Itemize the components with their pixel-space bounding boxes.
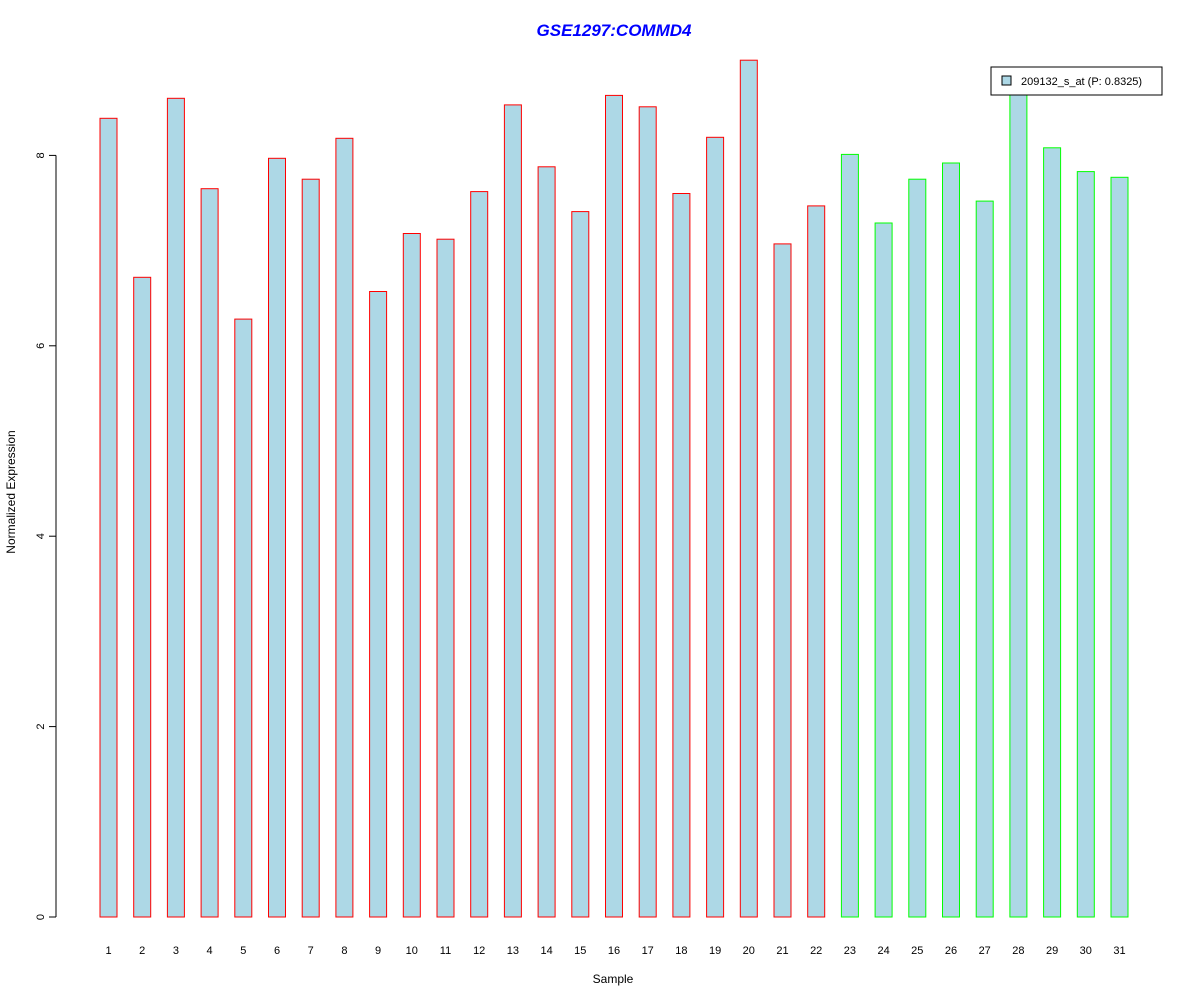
x-tick-label: 30 [1080, 945, 1092, 957]
y-tick-label: 2 [35, 724, 47, 730]
y-axis: 0 2 4 6 8 [35, 152, 57, 920]
x-tick-label: 7 [308, 945, 314, 957]
x-tick-label: 1 [105, 945, 111, 957]
x-tick-label: 4 [207, 945, 213, 957]
bar-sample-28 [1009, 93, 1028, 918]
chart-title: GSE1297:COMMD4 [537, 21, 692, 40]
x-tick-label: 18 [675, 945, 687, 957]
bar-sample-25 [908, 178, 927, 918]
bar-sample-20 [739, 59, 758, 918]
bar-sample-22 [807, 205, 826, 918]
x-tick-label: 14 [540, 945, 552, 957]
bar-sample-2 [133, 276, 152, 918]
x-axis-label: Sample [593, 972, 634, 986]
bar-sample-4 [200, 188, 219, 918]
x-tick-label: 9 [375, 945, 381, 957]
legend-box [990, 66, 1163, 96]
bar-sample-31 [1110, 176, 1129, 918]
legend: 209132_s_at (P: 0.8325) [990, 66, 1163, 96]
x-tick-label: 27 [979, 945, 991, 957]
x-tick-label: 6 [274, 945, 280, 957]
x-tick-labels: 1 2 3 4 5 6 7 8 9 10 11 12 13 14 15 16 17 18 19 20 21 22 23 24 2… [105, 945, 1125, 957]
bar-sample-30 [1076, 171, 1095, 918]
bar-sample-15 [571, 211, 590, 918]
bar-sample-29 [1043, 147, 1062, 918]
bar-sample-23 [840, 153, 859, 918]
bar-sample-6 [268, 157, 286, 918]
bar-sample-19 [706, 136, 725, 918]
x-tick-label: 25 [911, 945, 923, 957]
x-tick-label: 24 [877, 945, 889, 957]
x-tick-label: 19 [709, 945, 721, 957]
legend-swatch [1001, 75, 1012, 86]
bar-sample-11 [436, 238, 455, 918]
bar-sample-5 [234, 318, 253, 918]
x-tick-label: 20 [743, 945, 755, 957]
y-tick-label: 4 [35, 533, 47, 539]
bar-sample-1 [99, 117, 118, 918]
x-tick-label: 2 [139, 945, 145, 957]
x-tick-label: 16 [608, 945, 620, 957]
x-tick-label: 29 [1046, 945, 1058, 957]
bar-sample-7 [301, 178, 320, 918]
legend-label: 209132_s_at (P: 0.8325) [1021, 76, 1142, 88]
bar-sample-14 [537, 166, 556, 918]
bar-sample-17 [638, 106, 657, 918]
x-tick-label: 3 [173, 945, 179, 957]
y-tick-label: 6 [35, 343, 47, 349]
bar-sample-24 [874, 222, 893, 918]
x-tick-label: 21 [776, 945, 788, 957]
y-axis-label: Normalized Expression [4, 430, 18, 553]
x-tick-label: 13 [507, 945, 519, 957]
x-tick-label: 31 [1113, 945, 1125, 957]
bar-sample-18 [672, 193, 691, 918]
bar-sample-12 [470, 191, 489, 918]
bar-sample-10 [402, 233, 421, 918]
y-tick-label: 8 [35, 152, 47, 158]
bars-group [99, 59, 1129, 918]
x-tick-label: 8 [341, 945, 347, 957]
x-tick-label: 12 [473, 945, 485, 957]
x-tick-label: 10 [406, 945, 418, 957]
bar-sample-9 [369, 291, 388, 918]
bar-sample-16 [605, 94, 623, 918]
x-tick-label: 26 [945, 945, 957, 957]
x-tick-label: 5 [240, 945, 246, 957]
x-tick-label: 17 [642, 945, 654, 957]
x-tick-label: 11 [440, 945, 451, 957]
bar-sample-21 [773, 243, 792, 918]
x-tick-label: 28 [1012, 945, 1024, 957]
bar-sample-27 [975, 200, 994, 918]
x-tick-label: 22 [810, 945, 822, 957]
x-tick-label: 15 [574, 945, 586, 957]
x-tick-label: 23 [844, 945, 856, 957]
bar-sample-8 [335, 137, 354, 918]
bar-sample-26 [942, 162, 960, 918]
bar-sample-3 [166, 97, 185, 918]
y-tick-label: 0 [35, 914, 47, 920]
bar-sample-13 [503, 104, 522, 918]
